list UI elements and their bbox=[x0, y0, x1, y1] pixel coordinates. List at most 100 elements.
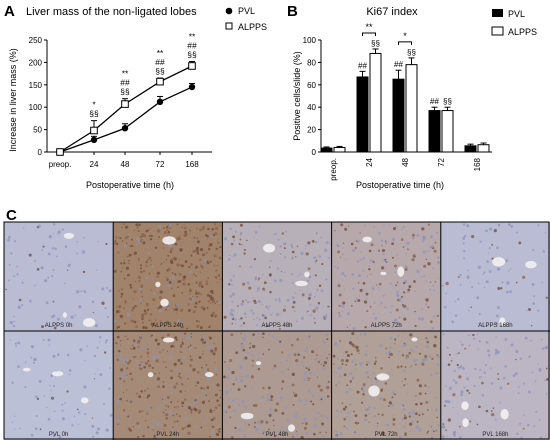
nucleus bbox=[279, 252, 282, 255]
nucleus bbox=[297, 353, 300, 356]
nucleus bbox=[175, 413, 178, 415]
significance-annotation: ## bbox=[120, 78, 130, 88]
nucleus bbox=[216, 399, 219, 402]
nucleus bbox=[283, 247, 286, 250]
nucleus bbox=[175, 382, 179, 385]
nucleus bbox=[354, 300, 357, 303]
nucleus bbox=[214, 226, 219, 231]
nucleus bbox=[345, 426, 348, 430]
nucleus bbox=[17, 341, 21, 345]
nucleus bbox=[362, 288, 365, 291]
chart-a-title: Liver mass of the non-ligated lobes bbox=[26, 6, 197, 18]
nucleus bbox=[163, 231, 168, 235]
nucleus bbox=[223, 375, 226, 379]
nucleus bbox=[269, 305, 271, 308]
nucleus bbox=[212, 311, 216, 315]
nucleus bbox=[57, 230, 61, 234]
nucleus bbox=[327, 305, 330, 308]
nucleus bbox=[91, 300, 95, 304]
nucleus bbox=[168, 244, 172, 248]
nucleus bbox=[307, 336, 311, 339]
nucleus bbox=[401, 380, 403, 382]
nucleus bbox=[421, 413, 424, 416]
nucleus bbox=[139, 335, 142, 338]
nucleus bbox=[50, 374, 54, 378]
nucleus bbox=[416, 378, 420, 382]
micrograph-label: PVL 48h bbox=[266, 432, 289, 438]
nucleus bbox=[361, 229, 363, 231]
micrograph-label: PVL 72h bbox=[375, 432, 398, 438]
nucleus bbox=[348, 324, 351, 326]
nucleus bbox=[322, 364, 325, 367]
nucleus bbox=[380, 239, 384, 243]
nucleus bbox=[392, 418, 396, 421]
nucleus bbox=[42, 338, 45, 341]
data-point-pvl bbox=[188, 83, 196, 91]
nucleus bbox=[219, 396, 222, 399]
series-line-pvl bbox=[59, 86, 193, 153]
liver-mass-chart: Liver mass of the non-ligated lobes Incr… bbox=[8, 6, 267, 190]
nucleus bbox=[520, 436, 523, 439]
nucleus bbox=[119, 314, 124, 319]
nucleus bbox=[349, 380, 352, 383]
nucleus bbox=[270, 313, 273, 316]
nucleus bbox=[117, 251, 120, 254]
nucleus bbox=[192, 402, 196, 406]
nucleus bbox=[483, 372, 486, 375]
nucleus bbox=[454, 314, 458, 317]
nucleus bbox=[141, 362, 145, 367]
nucleus bbox=[368, 265, 371, 268]
nucleus bbox=[406, 248, 409, 251]
nucleus bbox=[385, 352, 388, 354]
nucleus bbox=[277, 238, 280, 241]
nucleus bbox=[61, 403, 64, 406]
nucleus bbox=[187, 308, 191, 312]
nucleus bbox=[81, 250, 86, 254]
nucleus bbox=[170, 376, 174, 380]
nucleus bbox=[274, 232, 278, 235]
nucleus bbox=[206, 294, 210, 297]
nucleus bbox=[181, 405, 184, 408]
nucleus bbox=[53, 385, 56, 387]
nucleus bbox=[314, 358, 317, 361]
nucleus bbox=[501, 281, 504, 284]
nucleus bbox=[143, 269, 146, 273]
nucleus bbox=[126, 313, 130, 317]
nucleus bbox=[7, 238, 10, 242]
nucleus bbox=[140, 365, 143, 368]
nucleus bbox=[326, 385, 330, 390]
nucleus bbox=[534, 431, 536, 433]
nucleus bbox=[154, 344, 157, 347]
nucleus bbox=[335, 384, 337, 386]
nucleus bbox=[210, 418, 214, 422]
nucleus bbox=[535, 410, 538, 413]
nucleus bbox=[215, 393, 218, 397]
data-point-pvl bbox=[121, 125, 129, 132]
nucleus bbox=[408, 366, 411, 369]
nucleus bbox=[165, 404, 168, 407]
nucleus bbox=[178, 375, 180, 377]
nucleus bbox=[138, 395, 142, 399]
nucleus bbox=[541, 281, 544, 284]
nucleus bbox=[209, 349, 212, 352]
nucleus bbox=[359, 288, 363, 293]
nucleus bbox=[369, 259, 373, 262]
nucleus bbox=[75, 290, 80, 294]
nucleus bbox=[206, 368, 210, 371]
vessel-lumen bbox=[295, 280, 308, 287]
nucleus bbox=[40, 266, 44, 270]
nucleus bbox=[380, 301, 383, 305]
nucleus bbox=[209, 409, 213, 414]
nucleus bbox=[355, 345, 359, 350]
nucleus bbox=[337, 284, 341, 288]
nucleus bbox=[239, 238, 242, 241]
nucleus bbox=[519, 422, 522, 425]
nucleus bbox=[458, 425, 461, 428]
nucleus bbox=[371, 431, 373, 433]
nucleus bbox=[363, 300, 368, 304]
nucleus bbox=[539, 436, 543, 440]
nucleus bbox=[16, 273, 19, 276]
vessel-lumen bbox=[500, 409, 509, 420]
micrograph-alpps-0h: ALPPS 0h bbox=[4, 222, 114, 331]
nucleus bbox=[195, 274, 197, 277]
